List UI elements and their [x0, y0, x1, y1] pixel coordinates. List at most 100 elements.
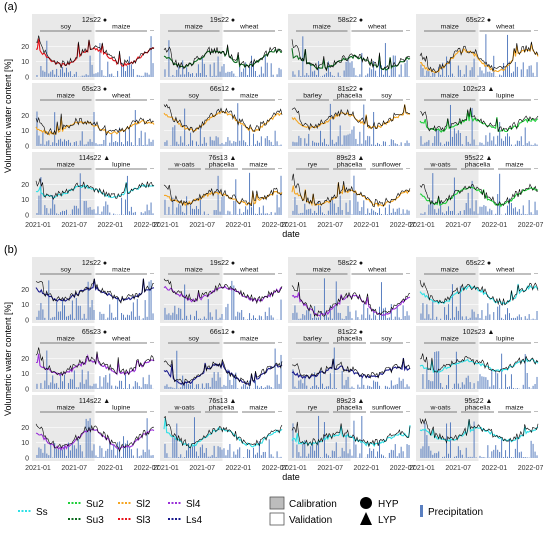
calibration-bg [160, 14, 223, 80]
subplot-81s22: 81s22 ● barley phacelia soy -- [288, 83, 413, 149]
x-tick-label: 2021-07 [445, 222, 471, 229]
crop-label: maize [57, 162, 75, 169]
y-tick-label: 10 [21, 440, 29, 447]
subplot-66s12: 66s12 ● soy maize -- [160, 83, 285, 149]
crop-label: lupine [112, 162, 130, 169]
crop-continuation: -- [406, 340, 410, 346]
crop-label: phacelia [337, 405, 363, 412]
subplot-102s23: 102s23 ▲ maize lupine -- [416, 83, 541, 149]
x-tick-label: 2021-07 [189, 465, 215, 472]
crop-continuation: -- [278, 28, 282, 34]
precipitation-bars [164, 40, 282, 77]
legend-label: Validation [289, 515, 332, 526]
subplot-title: 102s23 ▲ [463, 329, 495, 336]
crop-continuation: -- [150, 97, 154, 103]
subplot-12s22: 12s22 ● soy maize -- 0 10 20 [21, 14, 157, 82]
legend-item-valid: Validation [269, 512, 332, 526]
subplot-title: 65s23 ● [82, 86, 107, 93]
crop-label: wheat [239, 24, 258, 31]
legend-label: Su2 [86, 499, 104, 510]
crop-continuation: -- [406, 97, 410, 103]
legend-item-Ss: Ss [18, 507, 48, 518]
legend-item-Su2: Su2 [68, 499, 104, 510]
crop-label: sunflower [372, 162, 402, 169]
subplot-title: 19s22 ● [210, 17, 235, 24]
x-tick-label: 2022-01 [226, 222, 252, 229]
precipitation-bars [36, 280, 154, 320]
crop-label: lupine [496, 336, 514, 343]
crop-label: wheat [367, 24, 386, 31]
precipitation-bars [292, 36, 410, 77]
y-tick-label: 10 [21, 371, 29, 378]
subplot-95s22: 95s22 ▲ w-oats phacelia maize -- 2021-01 2021-… [409, 152, 544, 229]
subplot-76s13: 76s13 ▲ w-oats phacelia maize -- 2021-01 2021-… [153, 395, 288, 472]
x-tick-label: 2022-01 [98, 222, 124, 229]
precipitation-bars [36, 350, 154, 389]
subplot-19s22: 19s22 ● maize wheat -- [160, 257, 285, 323]
legend-item-Ls4: Ls4 [168, 515, 203, 526]
crop-label: maize [441, 24, 459, 31]
crop-label: soy [188, 93, 199, 100]
legend-item-HYP: HYP [360, 497, 399, 510]
precipitation-bars [292, 278, 410, 320]
observed-series [35, 278, 155, 304]
crop-label: maize [112, 267, 130, 274]
precipitation-bars [292, 347, 410, 389]
legend-label: Sl4 [186, 499, 201, 510]
y-tick-label: 0 [25, 456, 29, 463]
legend-label: Ls4 [186, 515, 203, 526]
observed-series [163, 358, 283, 386]
calibration-bg [32, 395, 95, 461]
panel-label: (a) [4, 1, 17, 13]
calibration-bg [32, 326, 95, 392]
y-tick-label: 20 [21, 287, 29, 294]
y-axis-label: Volumetric water content [%] [3, 59, 13, 173]
x-tick-label: 2021-07 [317, 222, 343, 229]
crop-continuation: -- [534, 97, 538, 103]
legend-item-Sl2: Sl2 [118, 499, 151, 510]
crop-label: maize [57, 405, 75, 412]
subplot-89s23: 89s23 ▲ rye phacelia sunflower -- 2021-01 2021… [281, 395, 416, 472]
crop-label: soy [60, 267, 71, 274]
crop-label: phacelia [465, 405, 491, 412]
x-tick-label: 2022-07 [518, 222, 544, 229]
calibration-bg [288, 14, 351, 80]
crop-label: sunflower [372, 405, 402, 412]
crop-label: lupine [112, 405, 130, 412]
precipitation-bars [36, 173, 154, 215]
precipitation-bars [420, 173, 538, 215]
x-tick-label: 2021-07 [445, 465, 471, 472]
precipitation-bars [420, 104, 538, 146]
x-tick-label: 2021-07 [317, 465, 343, 472]
crop-continuation: -- [406, 271, 410, 277]
subplot-65s23: 65s23 ● maize wheat -- 0 10 20 [21, 83, 157, 151]
crop-label: w-oats [173, 162, 195, 169]
legend-item-precipitation: Precipitation [420, 505, 483, 518]
crop-label: maize [441, 336, 459, 343]
crop-label: wheat [111, 93, 130, 100]
crop-label: wheat [111, 336, 130, 343]
x-tick-label: 2022-01 [98, 465, 124, 472]
precipitation-bars [164, 280, 282, 320]
legend-item-LYP: LYP [360, 512, 396, 526]
crop-continuation: -- [150, 409, 154, 415]
subplot-title: 66s12 ● [210, 329, 235, 336]
crop-label: phacelia [337, 162, 363, 169]
observed-series [291, 39, 411, 72]
crop-continuation: -- [150, 28, 154, 34]
y-tick-label: 20 [21, 182, 29, 189]
legend-label: Calibration [289, 499, 337, 510]
crop-label: phacelia [337, 93, 363, 100]
subplot-title: 95s22 ▲ [465, 398, 493, 405]
legend-box [269, 496, 285, 510]
y-tick-label: 10 [21, 59, 29, 66]
observed-series [291, 358, 411, 379]
crop-label: maize [441, 93, 459, 100]
crop-continuation: -- [278, 409, 282, 415]
x-tick-label: 2022-01 [226, 465, 252, 472]
calibration-bg [160, 257, 223, 323]
observed-series [291, 173, 411, 208]
legend-label: Precipitation [428, 507, 483, 518]
subplot-title: 81s22 ● [338, 329, 363, 336]
subplot-95s22: 95s22 ▲ w-oats phacelia maize -- 2021-01 2021-… [409, 395, 544, 472]
